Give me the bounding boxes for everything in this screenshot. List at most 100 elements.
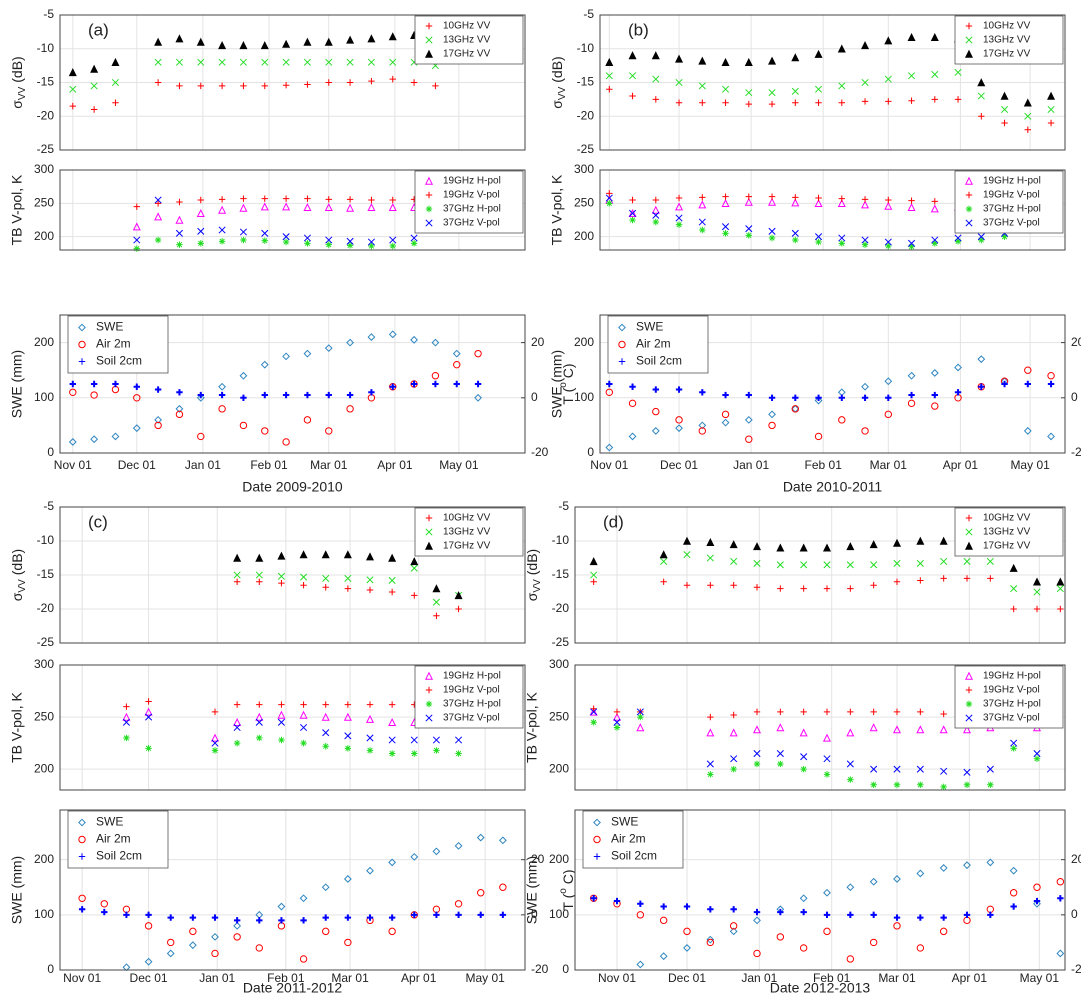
data-point <box>885 242 892 250</box>
data-point <box>218 391 226 399</box>
data-point <box>388 701 396 708</box>
data-point <box>239 41 248 50</box>
data-point <box>652 96 659 103</box>
data-point <box>218 58 226 66</box>
data-point <box>261 195 268 202</box>
legend: 19GHz H-pol 19GHz V-pol 37GHz H-pol 37GHz V… <box>954 665 1064 729</box>
data-point <box>154 196 162 204</box>
data-point <box>869 723 878 732</box>
data-point <box>1056 585 1064 593</box>
legend: SWE Air 2m Soil 2cm <box>67 810 169 869</box>
data-point <box>256 701 263 708</box>
data-point <box>675 202 684 211</box>
data-point <box>823 561 831 569</box>
y-tick-label: 200 <box>34 761 54 775</box>
data-point <box>861 382 869 391</box>
legend-marker <box>425 219 433 227</box>
data-point <box>410 911 418 919</box>
data-point <box>233 739 241 747</box>
data-point <box>847 776 854 783</box>
data-point <box>261 391 268 399</box>
data-point <box>322 729 330 737</box>
y-tick-label: 0 <box>562 962 569 976</box>
data-point <box>175 58 184 66</box>
x-tick-label: Nov 01 <box>598 971 636 985</box>
data-point <box>367 333 376 341</box>
data-point <box>431 338 440 347</box>
data-point <box>963 911 971 919</box>
data-point <box>255 944 263 952</box>
data-point <box>776 723 785 732</box>
data-point <box>730 906 737 913</box>
data-point <box>628 432 637 441</box>
data-point <box>777 760 784 768</box>
data-point <box>605 57 614 66</box>
data-point <box>303 203 312 212</box>
data-point <box>846 542 855 551</box>
data-point <box>68 438 77 446</box>
data-point <box>144 922 153 930</box>
data-point <box>1057 895 1064 902</box>
data-point <box>111 385 120 394</box>
data-point <box>322 927 330 935</box>
data-point <box>261 58 269 66</box>
legend-marker <box>425 700 433 708</box>
data-point <box>278 917 285 924</box>
data-point <box>977 78 986 87</box>
data-point <box>197 391 204 399</box>
panel-label: (d) <box>603 512 624 531</box>
data-point <box>433 612 440 619</box>
x-tick-label: Apr 01 <box>377 458 413 472</box>
y2-tick-label: 0 <box>531 390 538 404</box>
data-point <box>791 229 799 237</box>
data-point <box>1032 577 1042 586</box>
data-point <box>1010 745 1017 752</box>
y-axis-label: TB V-pol, K <box>9 174 25 245</box>
data-point <box>365 714 375 723</box>
data-point <box>590 571 598 579</box>
legend-marker <box>78 818 86 827</box>
data-point <box>791 53 800 62</box>
data-point <box>963 781 971 788</box>
legend-label: Air 2m <box>636 337 671 351</box>
data-point <box>197 432 205 441</box>
data-point <box>636 911 645 919</box>
data-point <box>282 39 291 48</box>
y-label-unit: (dB) <box>9 549 25 575</box>
data-point <box>768 100 776 108</box>
data-point <box>1047 119 1055 127</box>
data-point <box>606 86 613 93</box>
legend-marker <box>425 36 433 44</box>
legend-label: 10GHz VV <box>443 513 491 524</box>
data-point <box>388 588 396 596</box>
legend-label: 37GHz V-pol <box>443 713 500 724</box>
data-point <box>1033 588 1041 596</box>
data-point <box>822 733 832 742</box>
data-point <box>1023 98 1032 107</box>
data-point <box>1024 380 1031 388</box>
y-tick-label: 200 <box>574 335 594 349</box>
subplot: -25 -20 -15 -10 -5 σVV (dB) (a) 10GHz VV 13GHz VV… <box>9 7 526 156</box>
data-point <box>963 575 971 582</box>
data-point <box>368 196 375 204</box>
data-point <box>218 405 226 413</box>
data-point <box>455 911 462 919</box>
data-point <box>346 35 355 44</box>
data-point <box>629 216 636 224</box>
data-point <box>605 443 614 452</box>
data-point <box>861 241 869 248</box>
data-point <box>123 734 130 742</box>
data-point <box>846 760 854 768</box>
x-tick-label: Feb 01 <box>267 971 305 985</box>
data-point <box>776 543 785 552</box>
data-point <box>90 64 99 73</box>
data-point <box>861 236 869 244</box>
y-axis-label: σVV (dB) <box>9 549 28 601</box>
x-tick-label: Jan 01 <box>733 458 769 472</box>
y2-tick-label: -20 <box>1071 962 1081 976</box>
y-tick-label: -10 <box>37 533 55 547</box>
legend-label: 13GHz VV <box>443 527 491 538</box>
y-tick-label: 0 <box>47 962 54 976</box>
x-tick-label: Jan 01 <box>185 458 221 472</box>
data-point <box>814 396 823 405</box>
